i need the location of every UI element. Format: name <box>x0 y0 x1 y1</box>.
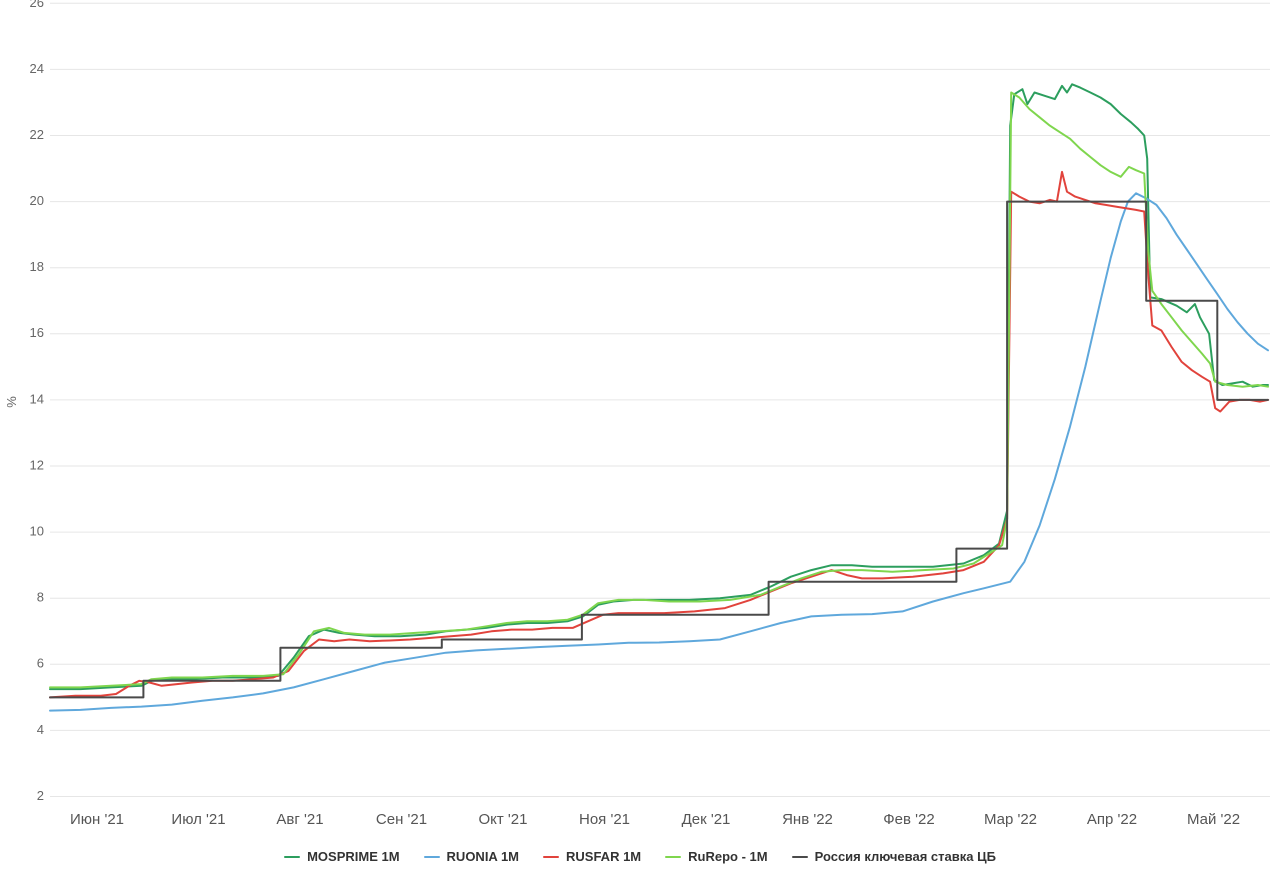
x-axis-label: Мар '22 <box>984 811 1037 828</box>
legend-item-rusfar-1m[interactable]: RUSFAR 1M <box>543 849 641 864</box>
legend-label: Россия ключевая ставка ЦБ <box>814 849 996 864</box>
y-axis-tick-label: 12 <box>30 457 44 472</box>
legend-line-swatch-icon <box>791 855 808 858</box>
chart-legend: MOSPRIME 1M RUONIA 1M RUSFAR 1M RuRepo - 1M… <box>0 849 1280 864</box>
y-axis-tick-label: 20 <box>30 193 44 208</box>
series-line-rusfar-1m[interactable] <box>49 170 1269 699</box>
legend-label: RUONIA 1M <box>446 849 520 864</box>
x-axis-label: Июл '21 <box>171 811 225 828</box>
y-axis-title: % <box>4 396 19 408</box>
legend-label: MOSPRIME 1M <box>307 849 400 864</box>
legend-line-swatch-icon <box>543 855 560 858</box>
legend-item-россия-ключевая-ставка-цб[interactable]: Россия ключевая ставка ЦБ <box>791 849 996 864</box>
legend-item-ruonia-1m[interactable]: RUONIA 1M <box>423 849 520 864</box>
legend-item-mosprime-1m[interactable]: MOSPRIME 1M <box>284 849 400 864</box>
legend-label: RUSFAR 1M <box>566 849 642 864</box>
y-axis-tick-label: 14 <box>30 391 44 406</box>
x-axis-label: Янв '22 <box>782 811 833 828</box>
y-axis-tick-label: 6 <box>37 656 44 671</box>
x-axis-label: Сен '21 <box>376 811 427 828</box>
y-axis-tick-label: 4 <box>37 722 44 737</box>
x-axis-label: Май '22 <box>1187 811 1240 828</box>
x-axis-label: Авг '21 <box>276 811 323 828</box>
x-axis-label: Ноя '21 <box>579 811 630 828</box>
x-axis-label: Фев '22 <box>883 811 934 828</box>
y-axis-tick-label: 26 <box>30 0 44 10</box>
y-axis-tick-label: 10 <box>30 524 44 539</box>
legend-item-rurepo-1m[interactable]: RuRepo - 1M <box>665 849 768 864</box>
y-axis-tick-label: 2 <box>37 788 44 803</box>
x-axis-label: Дек '21 <box>682 811 731 828</box>
y-axis-tick-label: 22 <box>30 127 44 142</box>
x-axis-label: Июн '21 <box>70 811 124 828</box>
series-line-ruonia-1m[interactable] <box>49 192 1269 712</box>
y-axis-tick-label: 8 <box>37 590 44 605</box>
legend-line-swatch-icon <box>665 855 682 858</box>
legend-label: RuRepo - 1M <box>688 849 768 864</box>
y-axis-tick-label: 24 <box>30 61 44 76</box>
y-axis-tick-label: 16 <box>30 325 44 340</box>
legend-line-swatch-icon <box>423 855 440 858</box>
y-axis-tick-label: 18 <box>30 259 44 274</box>
legend-line-swatch-icon <box>284 855 301 858</box>
x-axis-label: Окт '21 <box>479 811 528 828</box>
x-axis-label: Апр '22 <box>1087 811 1137 828</box>
series-line-rurepo-1m[interactable] <box>49 91 1269 689</box>
series-line-россия-ключевая-ставка-цб[interactable] <box>49 200 1269 699</box>
series-line-mosprime-1m[interactable] <box>49 83 1269 691</box>
